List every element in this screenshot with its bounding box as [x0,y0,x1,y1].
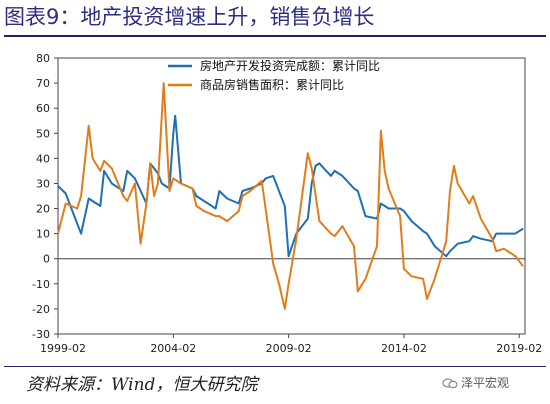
investment-series-line [57,114,524,258]
source-note: 资料来源：Wind，恒大研究院 [26,375,258,395]
y-tick-label: -30 [32,328,50,341]
source-divider [4,366,546,367]
sales-series-line [57,82,524,310]
x-tick-label: 2019-02 [496,342,542,355]
y-tick-label: 60 [36,102,50,115]
y-tick-label: 80 [36,52,50,65]
wechat-icon [442,378,458,389]
title-divider [4,35,546,37]
figure-title: 图表9：地产投资增速上升，销售负增长 [4,5,375,29]
y-tick-label: 70 [36,77,50,90]
y-tick-label: 20 [36,203,50,216]
x-tick-label: 2014-02 [381,342,427,355]
watermark-text: 泽平宏观 [461,376,510,390]
x-tick-label: 2004-02 [150,342,196,355]
y-tick-label: 40 [36,152,50,165]
x-tick-label: 1999-02 [40,342,86,355]
y-tick-label: 30 [36,177,50,190]
line-chart: -30 -20 -10 0 10 20 30 40 50 60 70 80 1999-02 2004-02… [32,52,542,355]
y-tick-label: 0 [43,253,50,266]
y-tick-label: 10 [36,228,50,241]
y-tick-label: 50 [36,127,50,140]
y-tick-label: -10 [32,278,50,291]
x-tick-label: 2009-02 [266,342,312,355]
watermark: 泽平宏观 [440,371,514,395]
plot-frame [57,57,526,335]
legend-label: 商品房销售面积：累计同比 [200,77,344,92]
y-tick-label: -20 [32,303,50,316]
legend-label: 房地产开发投资完成额：累计同比 [200,58,380,73]
